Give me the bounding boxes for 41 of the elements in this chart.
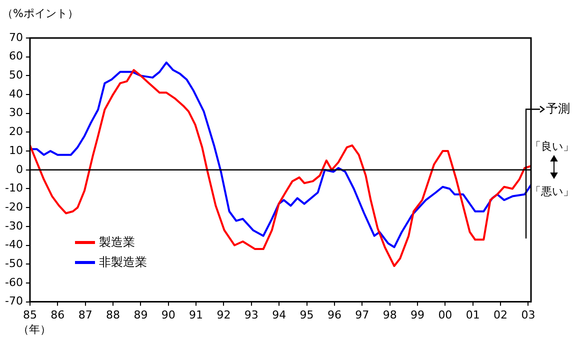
x-tick-label: 00 [438, 308, 452, 322]
y-tick-label: -30 [5, 219, 23, 232]
x-tick-label: 89 [134, 308, 148, 322]
y-tick-label: -40 [5, 238, 23, 252]
x-tick-label: 97 [355, 308, 370, 322]
y-tick-label: 60 [8, 50, 23, 63]
y-tick-label: -10 [5, 182, 23, 195]
x-tick-label: 86 [50, 308, 65, 322]
y-tick-label: 0 [16, 162, 23, 176]
y-axis-title: （%ポイント） [2, 6, 78, 21]
ref-line-label: 予測 [546, 101, 570, 116]
annotation: 「良い」 [530, 139, 574, 154]
x-tick-label: 87 [78, 308, 92, 322]
x-tick-label: 90 [161, 308, 176, 322]
x-tick-label: 02 [494, 308, 508, 322]
y-tick-label: 40 [8, 87, 23, 100]
y-tick-label: 50 [8, 68, 23, 82]
legend-label: 非製造業 [99, 254, 147, 270]
x-tick-label: 93 [244, 308, 258, 322]
y-tick-label: 10 [8, 144, 23, 157]
x-tick-label: 88 [106, 308, 120, 322]
annotation: 「悪い」 [530, 184, 574, 199]
y-tick-label: -50 [5, 256, 23, 270]
x-axis-title: （年） [18, 322, 51, 337]
x-tick-label: 94 [272, 308, 286, 322]
x-tick-label: 92 [216, 308, 231, 322]
x-tick-label: 98 [382, 308, 397, 322]
x-tick-label: 95 [300, 308, 314, 322]
x-tick-label: 91 [189, 308, 204, 322]
x-tick-label: 03 [521, 308, 536, 322]
y-tick-label: -60 [5, 276, 23, 289]
y-tick-label: 30 [8, 106, 23, 120]
x-tick-label: 96 [327, 308, 342, 322]
x-tick-label: 99 [410, 308, 425, 322]
y-tick-label: -20 [5, 200, 23, 214]
x-tick-label: 85 [22, 308, 37, 322]
y-tick-label: 20 [8, 125, 23, 138]
y-tick-label: 70 [8, 30, 23, 44]
legend-label: 製造業 [99, 234, 135, 250]
y-tick-label: -70 [5, 294, 23, 308]
x-tick-label: 01 [466, 308, 480, 322]
